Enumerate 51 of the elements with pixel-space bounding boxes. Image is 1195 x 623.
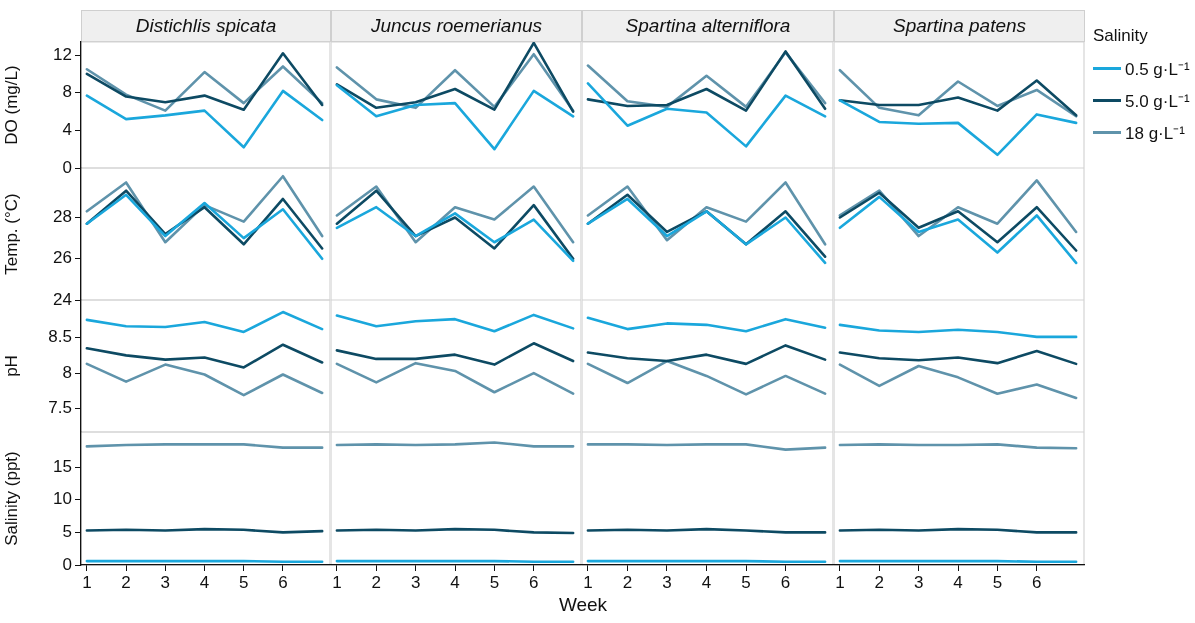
x-tick-label: 2 bbox=[371, 572, 382, 592]
y-tick-label: 24 bbox=[53, 289, 72, 309]
x-tick-label: 5 bbox=[741, 572, 751, 592]
x-tick-label: 3 bbox=[662, 572, 672, 592]
y-tick-label: 8 bbox=[62, 82, 72, 102]
x-tick-label: 1 bbox=[332, 572, 342, 592]
y-tick-label: 15 bbox=[53, 456, 72, 476]
x-tick-label: 6 bbox=[780, 572, 791, 592]
x-tick-label: 3 bbox=[410, 572, 421, 592]
legend-title: Salinity bbox=[1093, 25, 1149, 47]
y-tick-label: 26 bbox=[53, 248, 72, 268]
legend-label: 0.5 g·L⁻¹ bbox=[1125, 58, 1190, 80]
y-axis-title: DO (mg/L) bbox=[1, 65, 21, 145]
y-tick-label: 28 bbox=[53, 207, 72, 227]
y-axis-title: Salinity (ppt) bbox=[1, 451, 21, 546]
x-tick-label: 3 bbox=[160, 572, 171, 592]
y-tick-label: 8 bbox=[62, 362, 72, 382]
y-tick-label: 4 bbox=[62, 120, 72, 140]
x-tick-label: 4 bbox=[701, 572, 712, 592]
y-tick-label: 0 bbox=[62, 157, 72, 177]
chart-title: Distichlis spicata bbox=[81, 10, 331, 42]
y-tick-label: 5 bbox=[62, 522, 72, 542]
y-axis-title: Temp. (°C) bbox=[1, 193, 21, 275]
y-tick-label: 8.5 bbox=[48, 327, 72, 347]
x-tick-label: 4 bbox=[953, 572, 963, 592]
chart-title: Juncus roemerianus bbox=[331, 10, 582, 42]
x-tick-label: 4 bbox=[450, 572, 460, 592]
x-tick-label: 5 bbox=[239, 572, 249, 592]
y-axis-title: pH bbox=[1, 355, 21, 377]
legend-label: 18 g·L⁻¹ bbox=[1125, 122, 1185, 144]
x-tick-label: 3 bbox=[913, 572, 924, 592]
y-tick-label: 7.5 bbox=[48, 398, 72, 418]
y-tick-label: 12 bbox=[53, 44, 72, 64]
x-axis-title: Week bbox=[558, 594, 608, 616]
x-tick-label: 5 bbox=[489, 572, 500, 592]
x-tick-label: 2 bbox=[121, 572, 131, 592]
chart-title: Spartina alterniflora bbox=[582, 10, 834, 42]
x-tick-label: 6 bbox=[1032, 572, 1042, 592]
x-tick-label: 2 bbox=[874, 572, 885, 592]
x-tick-label: 4 bbox=[199, 572, 210, 592]
x-tick-label: 5 bbox=[992, 572, 1003, 592]
legend-label: 5.0 g·L⁻¹ bbox=[1125, 90, 1190, 112]
x-tick-label: 6 bbox=[529, 572, 539, 592]
x-tick-label: 1 bbox=[583, 572, 593, 592]
x-tick-label: 1 bbox=[835, 572, 845, 592]
x-tick-label: 6 bbox=[278, 572, 288, 592]
x-tick-label: 2 bbox=[622, 572, 633, 592]
chart-title: Spartina patens bbox=[834, 10, 1085, 42]
x-tick-label: 1 bbox=[82, 572, 92, 592]
y-tick-label: 0 bbox=[62, 554, 72, 574]
y-tick-label: 10 bbox=[53, 489, 72, 509]
